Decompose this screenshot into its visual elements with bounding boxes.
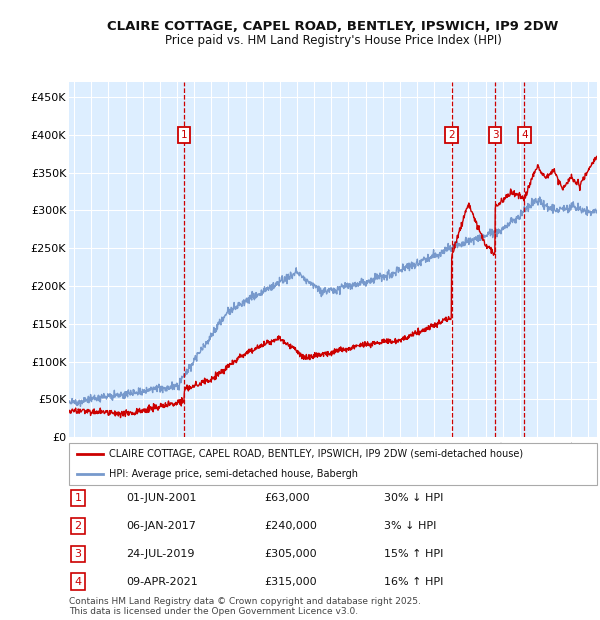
- Text: 2: 2: [448, 130, 455, 140]
- Text: 24-JUL-2019: 24-JUL-2019: [126, 549, 194, 559]
- Text: £315,000: £315,000: [264, 577, 317, 587]
- Text: 4: 4: [74, 577, 82, 587]
- Text: 3: 3: [492, 130, 499, 140]
- Text: 1: 1: [181, 130, 188, 140]
- Text: £240,000: £240,000: [264, 521, 317, 531]
- Text: Price paid vs. HM Land Registry's House Price Index (HPI): Price paid vs. HM Land Registry's House …: [164, 35, 502, 47]
- Text: 3: 3: [74, 549, 82, 559]
- Text: CLAIRE COTTAGE, CAPEL ROAD, BENTLEY, IPSWICH, IP9 2DW: CLAIRE COTTAGE, CAPEL ROAD, BENTLEY, IPS…: [107, 20, 559, 33]
- Text: HPI: Average price, semi-detached house, Babergh: HPI: Average price, semi-detached house,…: [109, 469, 358, 479]
- Text: £63,000: £63,000: [264, 493, 310, 503]
- Text: £305,000: £305,000: [264, 549, 317, 559]
- Text: 16% ↑ HPI: 16% ↑ HPI: [384, 577, 443, 587]
- Text: 3% ↓ HPI: 3% ↓ HPI: [384, 521, 436, 531]
- Text: 01-JUN-2001: 01-JUN-2001: [126, 493, 197, 503]
- FancyBboxPatch shape: [69, 443, 597, 485]
- Text: This data is licensed under the Open Government Licence v3.0.: This data is licensed under the Open Gov…: [69, 607, 358, 616]
- Text: 2: 2: [74, 521, 82, 531]
- Text: Contains HM Land Registry data © Crown copyright and database right 2025.: Contains HM Land Registry data © Crown c…: [69, 597, 421, 606]
- Text: 06-JAN-2017: 06-JAN-2017: [126, 521, 196, 531]
- Text: 15% ↑ HPI: 15% ↑ HPI: [384, 549, 443, 559]
- Text: 30% ↓ HPI: 30% ↓ HPI: [384, 493, 443, 503]
- Text: CLAIRE COTTAGE, CAPEL ROAD, BENTLEY, IPSWICH, IP9 2DW (semi-detached house): CLAIRE COTTAGE, CAPEL ROAD, BENTLEY, IPS…: [109, 449, 523, 459]
- Text: 1: 1: [74, 493, 82, 503]
- Text: 09-APR-2021: 09-APR-2021: [126, 577, 198, 587]
- Text: 4: 4: [521, 130, 528, 140]
